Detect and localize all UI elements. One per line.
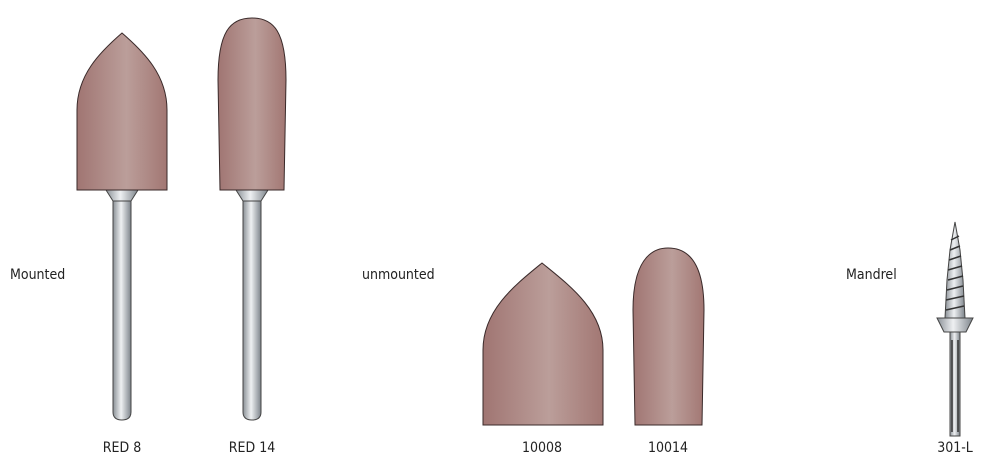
unmounted-point [482,262,604,426]
item-label: 10014 [648,440,688,456]
mounted-point [217,17,287,421]
item-label: 301-L [937,440,973,456]
mounted-point [76,32,168,421]
mandrel [936,221,974,437]
group-label: Mandrel [846,267,897,283]
group-label: Mounted [10,267,65,283]
item-label: RED 14 [229,440,275,456]
item-label: RED 8 [103,440,141,456]
group-label: unmounted [362,267,435,283]
unmounted-point [632,247,705,426]
item-label: 10008 [522,440,562,456]
